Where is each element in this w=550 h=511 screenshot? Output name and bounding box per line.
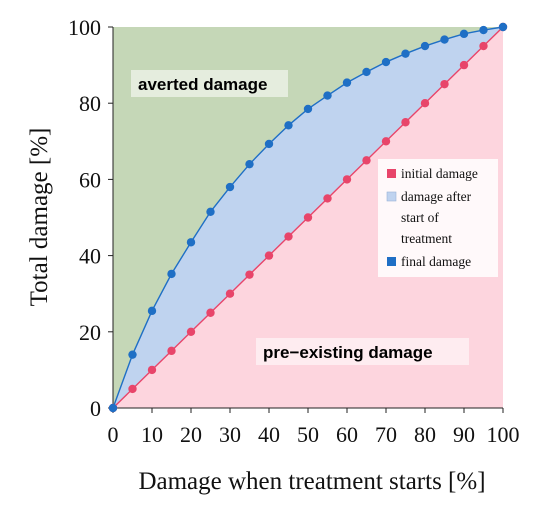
x-tick-label: 70 [375,422,397,447]
initial-damage-point [128,384,137,394]
final-damage-point [147,306,157,316]
initial-damage-point [245,270,254,279]
final-damage-point [381,57,391,67]
initial-damage-point [225,289,235,298]
legend-label-after-1: damage after [401,189,472,204]
x-tick-label: 30 [219,422,241,447]
x-tick-label: 100 [487,422,520,447]
legend-label-after-2: start of [401,210,439,225]
x-tick-label: 50 [297,422,319,447]
final-damage-point [264,139,274,149]
final-damage-point [206,207,215,216]
x-tick-label: 0 [108,422,119,447]
initial-damage-point [342,175,352,184]
series-points [108,22,508,413]
final-damage-point [362,67,371,77]
x-tick-label: 80 [414,422,436,447]
initial-damage-point [362,156,371,165]
final-damage-point [401,49,410,58]
pre-existing-damage-label: pre−existing damage [263,343,433,362]
legend-swatch-initial [387,169,396,178]
y-tick-label: 0 [90,396,101,421]
initial-damage-point [147,365,157,375]
y-tick-label: 20 [79,320,101,345]
y-tick-label: 40 [79,244,101,269]
legend-box [378,159,498,277]
initial-damage-point [206,308,215,317]
legend-swatch-final [387,257,396,266]
x-tick-label: 60 [336,422,358,447]
final-damage-point [186,238,196,247]
x-tick-label: 20 [180,422,202,447]
x-tick-label: 10 [141,422,163,447]
legend-label-final: final damage [401,254,471,269]
initial-damage-point [420,99,430,108]
averted-damage-area [113,27,503,408]
legend-label-initial: initial damage [401,166,478,181]
legend-label-after-3: treatment [401,231,452,246]
final-damage-point [459,29,469,39]
final-damage-point [323,91,332,100]
legend-swatch-after [386,191,397,202]
x-tick-label: 40 [258,422,280,447]
initial-damage-point [479,41,488,51]
averted-damage-label: averted damage [138,75,267,94]
initial-damage-point [381,137,391,146]
initial-damage-point [323,194,332,203]
initial-damage-point [264,251,274,260]
y-tick-label: 100 [68,15,101,40]
initial-damage-point [284,232,293,241]
pre-existing-label-bg [256,338,469,365]
initial-damage-point [401,118,410,127]
final-damage-point [303,104,313,114]
final-damage-point [498,22,508,32]
initial-damage-point [303,213,313,222]
initial-damage-point [167,346,176,356]
initial-damage-point [459,60,469,70]
x-axis-title: Damage when treatment starts [%] [138,468,485,495]
final-damage-point [420,41,430,51]
final-damage-point [479,25,488,35]
y-tick-label: 80 [79,91,101,116]
final-damage-point [342,78,352,87]
final-damage-point [128,350,137,359]
y-axis-title: Total damage [%] [26,128,53,307]
initial-damage-point [440,79,449,89]
legend: initial damage damage after start of tre… [378,159,498,277]
final-damage-point [108,403,118,413]
axes: 0 10 20 30 40 50 60 70 80 90 100 0 20 40 60 80 100 [68,15,520,447]
averted-label-bg [131,70,288,97]
final-damage-point [225,182,235,192]
final-damage-point [245,159,254,169]
final-damage-point [167,269,176,279]
final-damage-point [284,121,293,130]
initial-damage-point [186,327,196,336]
final-damage-point [440,35,449,44]
x-tick-label: 90 [453,422,475,447]
y-tick-label: 60 [79,167,101,192]
